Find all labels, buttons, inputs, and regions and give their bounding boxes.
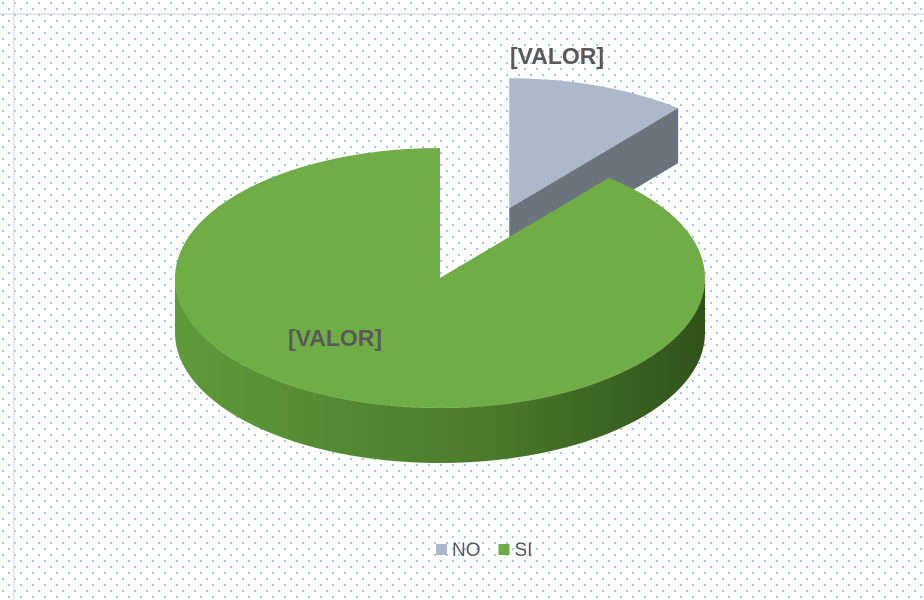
data-label: [VALOR] [510,43,604,69]
slice [509,78,679,209]
slice [175,148,706,409]
legend-label: SI [515,540,533,561]
legend-swatch [498,544,510,555]
data-label: [VALOR] [288,325,382,351]
legend-label: NO [452,540,481,561]
slice-side [175,278,705,463]
legend-swatch [436,544,447,555]
